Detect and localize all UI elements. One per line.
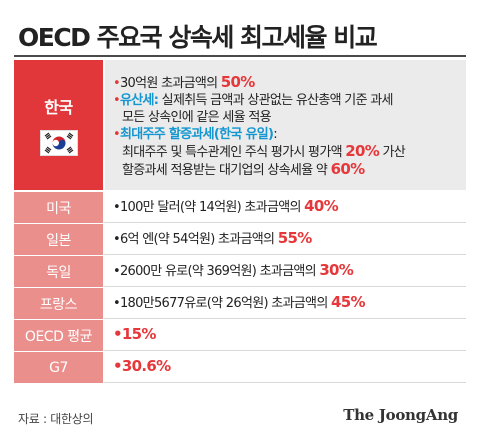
korea-line-2-text: 실제취득 금액과 상관없는 유산총액 기준 과세: [158, 92, 394, 108]
surcharge-label: 최대주주 할증과세(한국 유일): [119, 126, 274, 142]
country-label-korea: 한국: [44, 98, 73, 117]
rate-description: 2600만 유로(약 369억원) 초과금액의: [119, 264, 320, 279]
korea-line-3: 모든 상속인에 같은 세율 적용: [122, 109, 272, 125]
rate-value: 40%: [304, 197, 339, 215]
country-cell: 미국: [14, 192, 103, 223]
rate-value: 55%: [277, 229, 313, 247]
korea-line-5-suffix: 가산: [379, 144, 406, 160]
rate-cell: •6억 엔(약 54억원) 초과금액의 55%: [103, 224, 466, 255]
rate-value: 30%: [319, 261, 354, 279]
table-row-japan: 일본 •6억 엔(약 54억원) 초과금액의 55%: [14, 224, 466, 256]
surcharge-rate: 20%: [345, 141, 380, 160]
source-note: 자료 : 대한상의: [18, 412, 94, 426]
rate-value: 45%: [331, 293, 366, 311]
rate-cell: •30.6%: [103, 352, 466, 383]
rate-description: 180만5677유로(약 26억원) 초과금액의: [119, 296, 332, 311]
bullet-icon: •: [113, 200, 121, 215]
rate-value: 15%: [121, 325, 157, 343]
korea-line-2: •유산세: 실제취득 금액과 상관없는 유산총액 기준 과세: [113, 92, 458, 109]
rate-cell: •180만5677유로(약 26억원) 초과금액의 45%: [103, 288, 466, 319]
country-cell: 독일: [14, 256, 103, 287]
rate-description: 6억 엔(약 54억원) 초과금액의: [119, 232, 278, 247]
country-cell: G7: [14, 352, 103, 383]
page-title: OECD 주요국 상속세 최고세율 비교: [18, 23, 378, 52]
country-cell: 일본: [14, 224, 103, 255]
surcharge-colon: :: [273, 126, 277, 142]
table-row-oecd-average: OECD 평균 •15%: [14, 320, 466, 352]
bullet-icon: •: [113, 75, 121, 91]
rate-cell: •15%: [103, 320, 466, 351]
country-cell: OECD 평균: [14, 320, 103, 351]
korea-line-5: 최대주주 및 특수관계인 주식 평가시 평가액 20% 가산: [113, 141, 458, 161]
bullet-icon: •: [113, 126, 121, 142]
tax-rate-table: 한국 •30억원 초과금액의 50%: [14, 60, 466, 384]
bullet-icon: •: [113, 264, 121, 279]
rate-cell: •100만 달러(약 14억원) 초과금액의 40%: [103, 192, 466, 223]
korea-line-4: •최대주주 할증과세(한국 유일):: [113, 126, 458, 143]
country-cell: 프랑스: [14, 288, 103, 319]
bullet-icon: •: [113, 296, 121, 311]
rate-cell: •2600만 유로(약 369억원) 초과금액의 30%: [103, 256, 466, 287]
korea-flag-icon: [39, 130, 78, 156]
rate-value: 30.6%: [121, 357, 171, 375]
country-cell-korea: 한국: [14, 60, 103, 190]
estate-tax-label: 유산세:: [119, 92, 159, 108]
table-row-germany: 독일 •2600만 유로(약 369억원) 초과금액의 30%: [14, 256, 466, 288]
korea-line-6: 할증과세 적용받는 대기업의 상속세율 약 60%: [113, 159, 458, 179]
brand-logo: The JoongAng: [343, 406, 458, 424]
title-divider: [14, 55, 466, 57]
bullet-icon: •: [113, 92, 121, 108]
korea-line-1: •30억원 초과금액의 50%: [113, 72, 458, 92]
bullet-icon: •: [113, 232, 121, 247]
table-row-usa: 미국 •100만 달러(약 14억원) 초과금액의 40%: [14, 192, 466, 224]
table-row-france: 프랑스 •180만5677유로(약 26억원) 초과금액의 45%: [14, 288, 466, 320]
korea-line-6-text: 할증과세 적용받는 대기업의 상속세율 약: [122, 162, 331, 178]
table-row-korea: 한국 •30억원 초과금액의 50%: [14, 60, 466, 192]
bullet-icon: •: [113, 357, 123, 375]
effective-rate: 60%: [330, 159, 366, 178]
korea-details: •30억원 초과금액의 50% •유산세: 실제취득 금액과 상관없는 유산총액…: [103, 60, 466, 190]
korea-line-1-text: 30억원 초과금액의: [119, 75, 221, 91]
bullet-icon: •: [113, 325, 123, 343]
korea-line-5-text: 최대주주 및 특수관계인 주식 평가시 평가액: [122, 144, 346, 160]
rate-description: 100만 달러(약 14억원) 초과금액의: [119, 200, 305, 215]
table-row-g7: G7 •30.6%: [14, 352, 466, 384]
korea-rate: 50%: [220, 72, 256, 91]
